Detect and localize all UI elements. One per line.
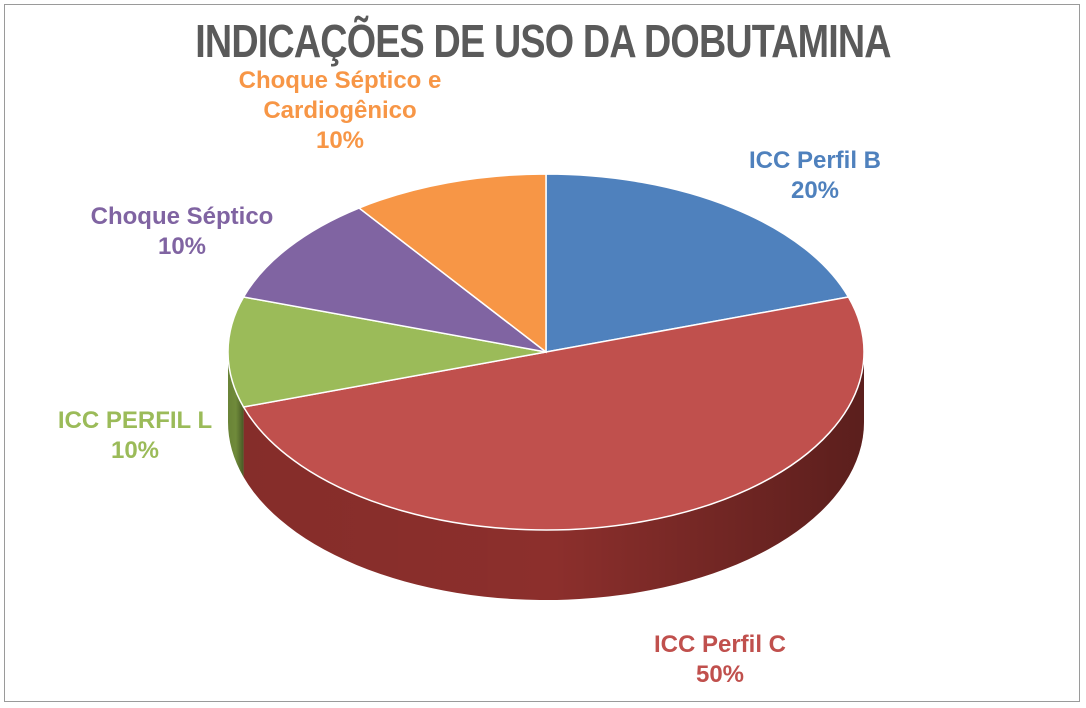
pie-slice-side-shade-2	[228, 352, 244, 478]
slice-name: Choque Séptico	[91, 203, 274, 230]
slice-name: ICC PERFIL L	[58, 407, 212, 434]
pie-slice-0	[545, 173, 850, 353]
slice-name: Choque Séptico e	[239, 67, 442, 94]
slice-label-2: ICC PERFIL L 10%	[58, 407, 212, 464]
slice-name: ICC Perfil B	[749, 147, 881, 174]
chart-title: INDICAÇÕES DE USO DA DOBUTAMINA	[195, 15, 891, 67]
slice-percent: 10%	[316, 127, 364, 154]
slice-percent: 20%	[791, 177, 839, 204]
pie-slice-4	[357, 173, 547, 354]
pie-slice-3	[242, 207, 547, 353]
pie-slice-side-shade-1	[243, 352, 864, 600]
slice-percent: 10%	[111, 437, 159, 464]
slice-label-3: Choque Séptico 10%	[91, 203, 274, 260]
slice-percent: 10%	[158, 233, 206, 260]
pie-slice-2	[227, 296, 547, 408]
pie-slice-1	[242, 296, 865, 531]
slice-label-4: Choque Séptico e Cardiogênico 10%	[239, 67, 442, 154]
slice-name: ICC Perfil C	[654, 631, 786, 658]
slice-percent: 50%	[696, 661, 744, 688]
slice-label-0: ICC Perfil B 20%	[749, 147, 881, 204]
slice-label-1: ICC Perfil C 50%	[654, 631, 786, 688]
slice-name: Cardiogênico	[263, 97, 416, 124]
